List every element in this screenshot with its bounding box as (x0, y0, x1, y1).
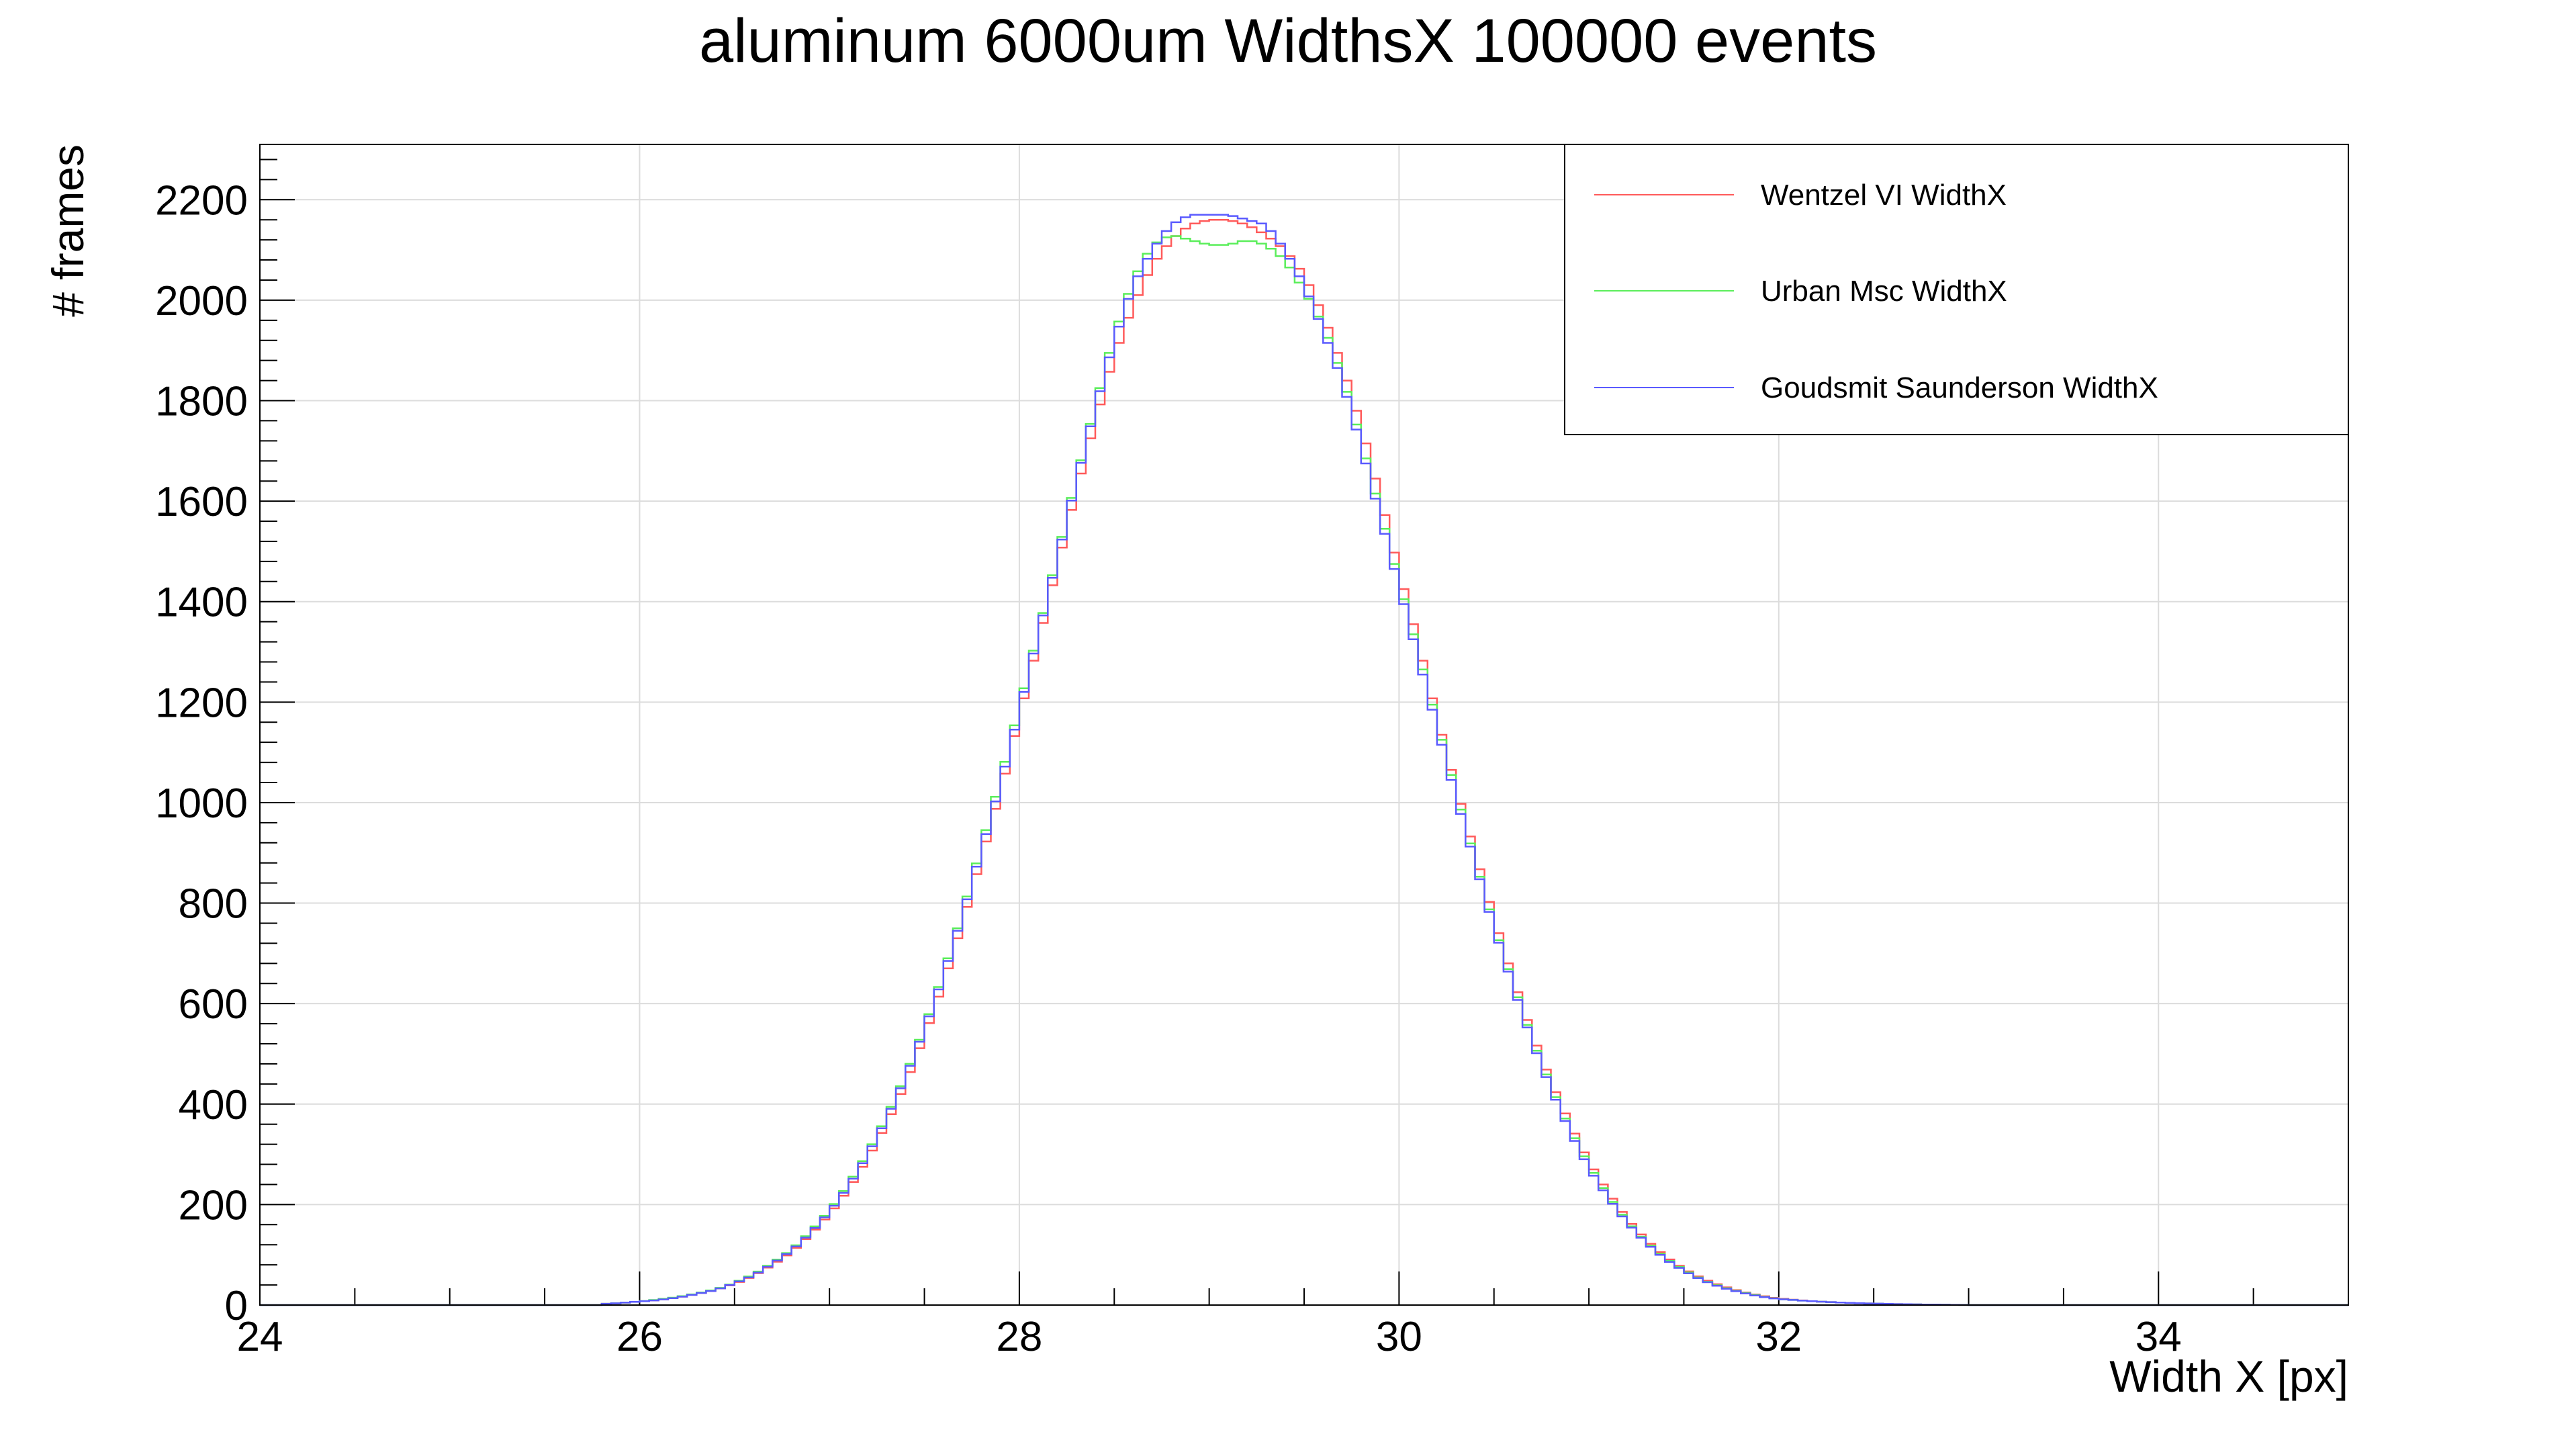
axis-minor-ticks (259, 159, 2349, 1306)
y-tick-label: 1200 (155, 680, 248, 726)
y-tick-label: 200 (179, 1182, 248, 1228)
y-tick-label: 1800 (155, 379, 248, 425)
legend-label-goudsmit: Goudsmit Saunderson WidthX (1761, 371, 2158, 404)
plot-frame (259, 144, 2349, 1306)
y-tick-label: 1400 (155, 580, 248, 626)
x-tick-label: 28 (996, 1314, 1042, 1360)
y-tick-label: 1600 (155, 479, 248, 525)
y-axis-label: # frames (43, 144, 93, 317)
y-tick-label: 2200 (155, 177, 248, 224)
x-tick-label: 26 (616, 1314, 663, 1360)
y-tick-label: 600 (179, 981, 248, 1028)
legend: Wentzel VI WidthX Urban Msc WidthX Gouds… (1564, 144, 2349, 435)
y-tick-label: 2000 (155, 278, 248, 324)
y-axis-tick-labels: 0 200 400 600 800 1000 1200 1400 1600 1800 2000 220… (155, 177, 248, 1329)
legend-box (1564, 144, 2349, 435)
y-tick-label: 1000 (155, 780, 248, 827)
y-tick-label: 400 (179, 1082, 248, 1128)
chart-title: aluminum 6000um WidthsX 100000 events (699, 7, 1877, 75)
legend-label-urban: Urban Msc WidthX (1761, 275, 2007, 308)
x-axis-tick-labels: 24 26 28 30 32 34 (237, 1314, 2182, 1360)
legend-label-wentzel: Wentzel VI WidthX (1761, 179, 2007, 212)
x-tick-label: 30 (1376, 1314, 1422, 1360)
series-lines (260, 214, 2348, 1306)
series-line-2 (260, 214, 2348, 1306)
x-axis-label: Width X [px] (2109, 1351, 2348, 1401)
x-tick-label: 32 (1755, 1314, 1802, 1360)
y-tick-label: 0 (225, 1283, 248, 1329)
x-tick-label: 34 (2135, 1314, 2182, 1360)
grid-lines (260, 144, 2348, 1305)
x-tick-label: 24 (237, 1314, 283, 1360)
y-tick-label: 800 (179, 881, 248, 928)
